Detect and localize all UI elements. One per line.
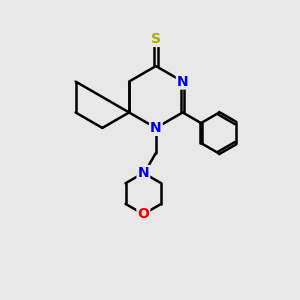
Text: N: N <box>138 166 149 180</box>
Text: N: N <box>177 74 188 88</box>
Text: O: O <box>137 207 149 221</box>
Text: S: S <box>151 32 161 46</box>
Text: N: N <box>150 121 162 135</box>
